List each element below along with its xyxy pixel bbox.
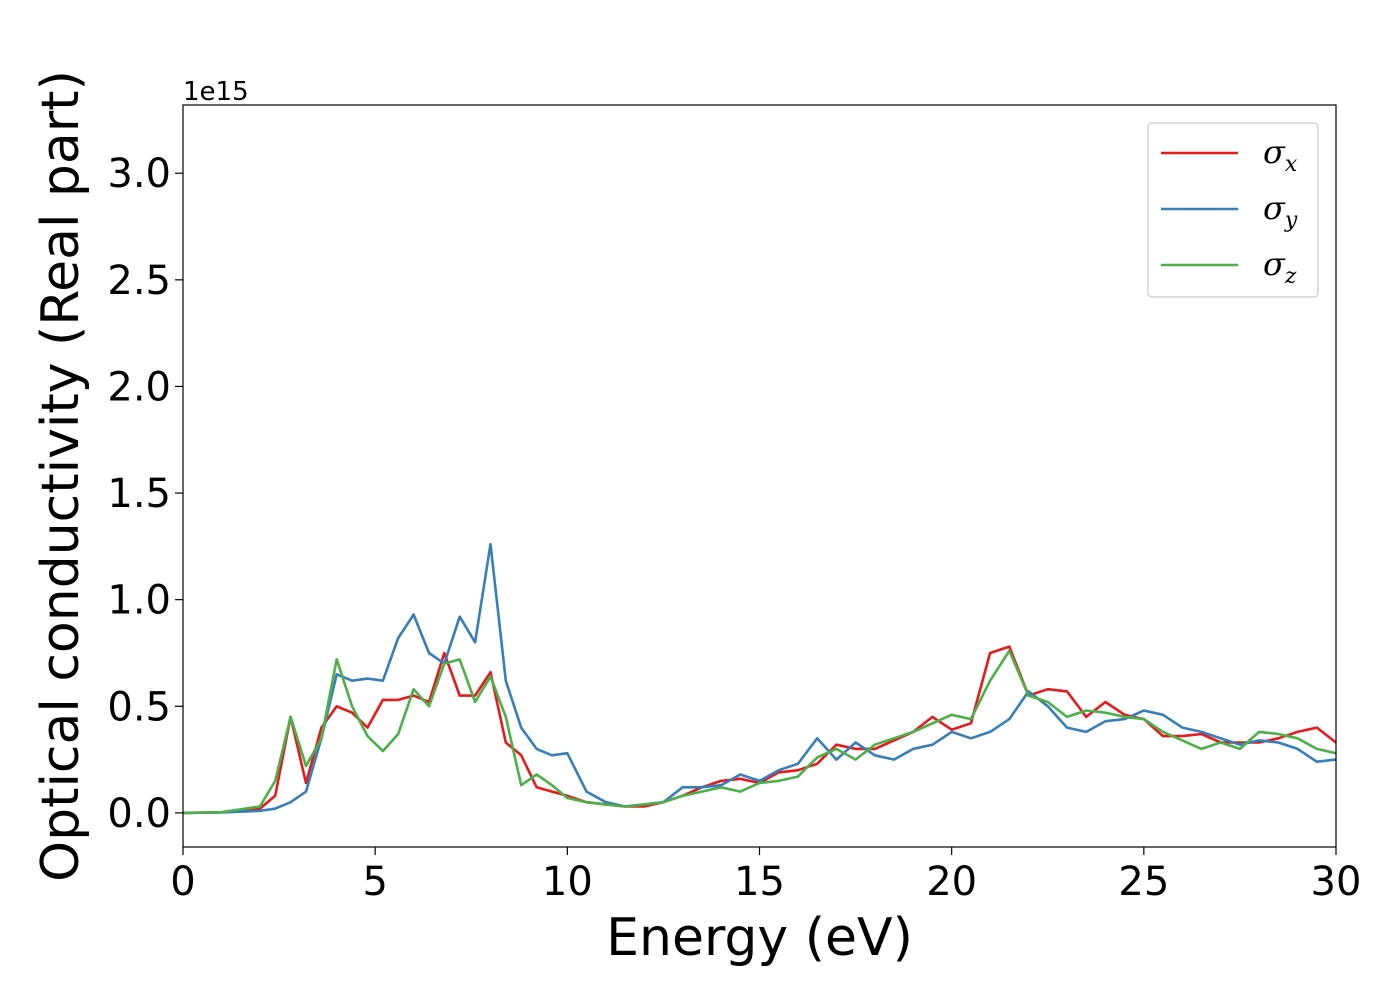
x-tick-label: 10 <box>542 859 593 905</box>
y-tick-label: 2.0 <box>107 364 171 410</box>
x-axis-ticks: 0 5 10 15 20 25 30 <box>170 847 1361 905</box>
x-tick-label: 0 <box>170 859 195 905</box>
x-tick-label: 15 <box>734 859 785 905</box>
x-tick-label: 25 <box>1118 859 1169 905</box>
x-tick-label: 30 <box>1311 859 1362 905</box>
y-axis-title: Optical conductivity (Real part) <box>31 70 91 882</box>
plot-area <box>183 542 1336 815</box>
y-axis-ticks: 0.0 0.5 1.0 1.5 2.0 2.5 3.0 <box>107 151 183 837</box>
x-axis-title: Energy (eV) <box>606 908 913 968</box>
y-tick-label: 1.5 <box>107 471 171 517</box>
x-tick-label: 20 <box>926 859 977 905</box>
x-tick-label: 5 <box>362 859 387 905</box>
y-tick-label: 2.5 <box>107 258 171 304</box>
series-line-z <box>183 649 1336 815</box>
y-tick-label: 0.0 <box>107 791 171 837</box>
y-tick-label: 0.5 <box>107 684 171 730</box>
y-offset-label: 1e15 <box>183 77 249 107</box>
series-line-x <box>183 645 1336 815</box>
y-tick-label: 1.0 <box>107 578 171 624</box>
y-tick-label: 3.0 <box>107 151 171 197</box>
series-line-y <box>183 542 1336 815</box>
